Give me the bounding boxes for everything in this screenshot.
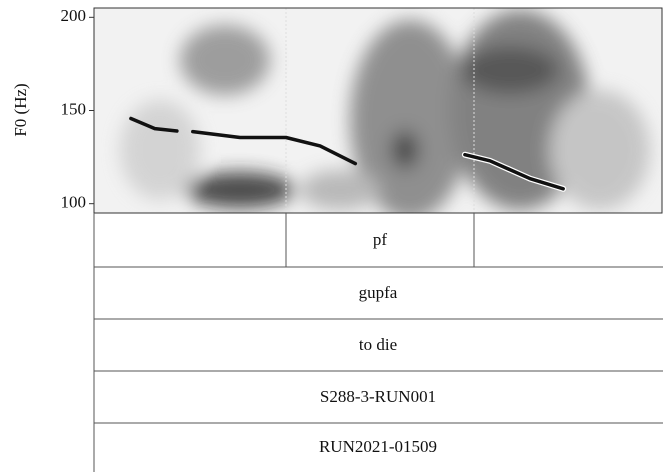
tier-label: pf	[373, 230, 388, 249]
tier-label: S288-3-RUN001	[320, 387, 436, 406]
tier-label: to die	[359, 335, 397, 354]
y-tick-label: 150	[61, 99, 87, 118]
tiers	[93, 213, 663, 472]
spectrogram	[94, 8, 662, 213]
y-tick-label: 200	[61, 6, 87, 25]
tier-label: gupfa	[359, 283, 398, 302]
tier-label: RUN2021-01509	[319, 437, 437, 456]
y-axis-label: F0 (Hz)	[11, 83, 30, 136]
y-tick-label: 100	[61, 193, 87, 212]
f0-contour	[129, 116, 565, 191]
